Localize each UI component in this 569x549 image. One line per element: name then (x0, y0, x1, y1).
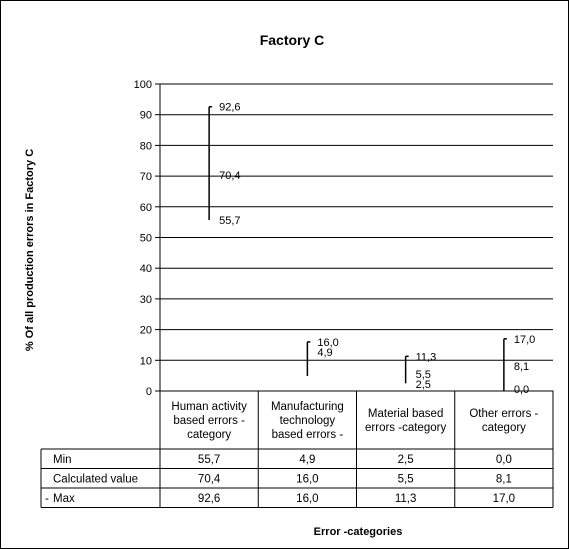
table-cell: 8,1 (496, 474, 512, 486)
y-tick-label: 60 (140, 202, 152, 214)
table-cell: 70,4 (198, 474, 221, 486)
data-label: 8,1 (514, 361, 529, 373)
table-cell: 16,0 (296, 493, 318, 505)
y-axis-title: % Of all production errors in Factory C (24, 149, 36, 351)
table-cell: 0,0 (496, 454, 512, 466)
y-tick-label: 20 (140, 325, 152, 337)
category-label: Other errors - (469, 408, 538, 420)
table-cell: 4,9 (299, 454, 315, 466)
x-axis-title: Error -categories (314, 526, 403, 538)
data-label: 4,9 (317, 347, 332, 359)
gridlines: 0 10 20 30 40 50 60 70 80 90 100 (134, 79, 553, 398)
y-tick-label: 100 (134, 79, 152, 91)
y-tick-label: 10 (140, 355, 152, 367)
category-label: based errors - (173, 415, 245, 427)
data-label: 0,0 (514, 384, 529, 396)
chart-title: Factory C (260, 32, 325, 48)
series-name: Max (53, 493, 75, 505)
category-label: category (482, 422, 526, 434)
data-label: 5,5 (416, 369, 431, 381)
table-cell: 17,0 (493, 493, 515, 505)
data-label: 2,5 (416, 379, 431, 391)
data-label: 17,0 (514, 334, 535, 346)
category-label: Human activity (171, 401, 247, 413)
data-label: 16,0 (317, 337, 338, 349)
table-cell: 11,3 (395, 493, 417, 505)
data-label: 92,6 (219, 102, 240, 114)
table-cell: 2,5 (398, 454, 414, 466)
y-tick-label: 0 (146, 386, 152, 398)
table-cell: 16,0 (296, 474, 318, 486)
legend-marker: - (45, 493, 49, 505)
data-table: Human activity based errors - category Manu… (40, 390, 554, 508)
data-marks: 92,6 70,4 55,7 16,04,9 11,3 5,52,5 17,0 8,1 0,0 (208, 102, 535, 396)
y-tick-label: 30 (140, 294, 152, 306)
series-name: Min (53, 454, 72, 466)
table-cell: 55,7 (198, 454, 220, 466)
y-tick-label: 40 (140, 263, 152, 275)
y-tick-label: 50 (140, 233, 152, 245)
y-tick-label: 80 (140, 140, 152, 152)
category-label: Material based (368, 408, 443, 420)
category-label: based errors - (272, 429, 344, 441)
data-label: 55,7 (219, 215, 240, 227)
data-label: 11,3 (416, 351, 437, 363)
category-label: errors -category (365, 422, 446, 434)
series-name: Calculated value (53, 474, 138, 486)
table-cell: 92,6 (198, 493, 220, 505)
table-cell: 5,5 (398, 474, 414, 486)
y-tick-label: 70 (140, 171, 152, 183)
y-tick-label: 90 (140, 110, 152, 122)
category-label: technology (280, 415, 336, 427)
category-label: category (187, 429, 231, 441)
data-label: 70,4 (219, 170, 240, 182)
category-label: Manufacturing (271, 401, 344, 413)
